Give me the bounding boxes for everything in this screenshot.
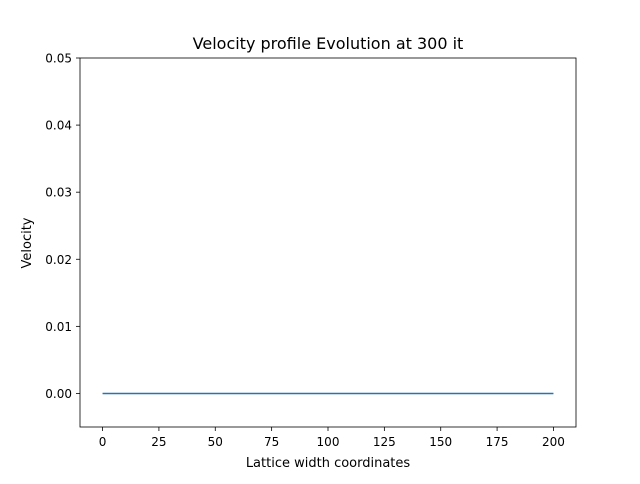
x-tick-label: 200	[542, 435, 565, 449]
y-tick-label: 0.00	[45, 387, 72, 401]
y-tick-label: 0.05	[45, 52, 72, 66]
x-axis-ticks: 0 25 50 75 100 125 150 175 200	[99, 427, 565, 449]
x-axis-label: Lattice width coordinates	[246, 456, 411, 471]
x-tick-label: 100	[317, 435, 340, 449]
y-axis-ticks: 0.00 0.01 0.02 0.03 0.04 0.05	[45, 52, 80, 401]
x-tick-label: 125	[373, 435, 396, 449]
y-tick-label: 0.02	[45, 253, 72, 267]
x-tick-label: 175	[486, 435, 509, 449]
x-tick-label: 150	[429, 435, 452, 449]
x-tick-label: 50	[208, 435, 223, 449]
chart-title: Velocity profile Evolution at 300 it	[193, 34, 464, 53]
x-tick-label: 0	[99, 435, 107, 449]
y-tick-label: 0.03	[45, 186, 72, 200]
x-tick-label: 25	[151, 435, 166, 449]
x-tick-label: 75	[264, 435, 279, 449]
y-axis-label: Velocity	[20, 217, 35, 268]
y-tick-label: 0.04	[45, 119, 72, 133]
y-tick-label: 0.01	[45, 320, 72, 334]
